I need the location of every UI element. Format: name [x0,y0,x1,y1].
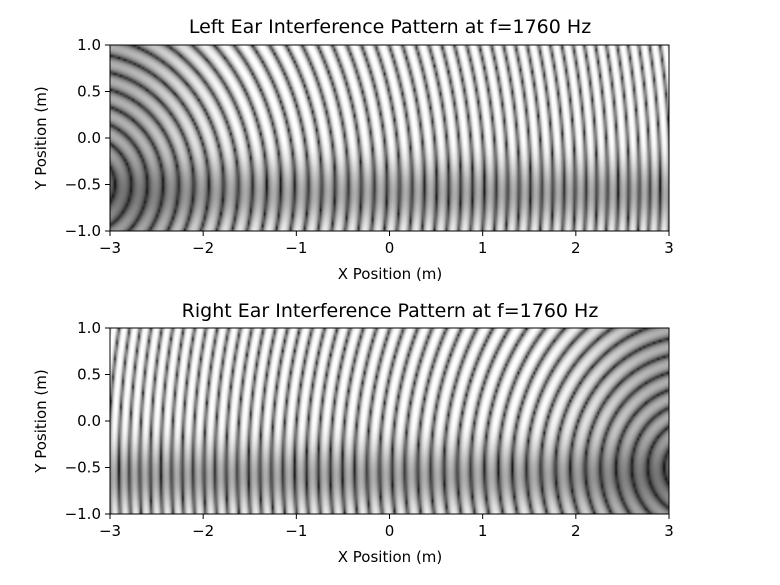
x-tick-label: −3 [99,239,121,257]
x-tick-label: −1 [285,239,307,257]
x-tick-label: 1 [478,522,488,540]
y-axis-label-left: Y Position (m) [32,86,50,190]
y-tick-label: 1.0 [77,319,101,337]
y-tick-label: −1.0 [65,222,101,240]
x-tick-label: −3 [99,522,121,540]
x-tick-label: 2 [571,239,581,257]
y-tick-label: −1.0 [65,505,101,523]
x-tick-label: 0 [385,522,395,540]
y-tick-label: 0.5 [77,83,101,101]
chart-title-right: Right Ear Interference Pattern at f=1760… [182,300,599,322]
x-tick-label: −2 [192,522,214,540]
x-axis-label-right: X Position (m) [338,548,443,566]
y-tick-label: 0.0 [77,129,101,147]
heatmap-image-right [110,328,669,514]
x-tick-label: 1 [478,239,488,257]
x-tick-label: −1 [285,522,307,540]
y-tick-label: 0.5 [77,366,101,384]
x-tick-label: −2 [192,239,214,257]
chart-title-left: Left Ear Interference Pattern at f=1760 … [189,16,591,38]
x-tick-label: 3 [664,522,674,540]
x-tick-label: 0 [385,239,395,257]
right-ear-panel: Right Ear Interference Pattern at f=1760… [32,300,674,566]
ticks-left: −3 −2 −1 0 1 2 3 1.0 0.5 0.0 −0.5 −1.0 [65,36,674,257]
heatmap-image-left [110,45,669,231]
ticks-right: −3 −2 −1 0 1 2 3 1.0 0.5 0.0 −0.5 −1.0 [65,319,674,540]
y-tick-label: 1.0 [77,36,101,54]
left-ear-panel: Left Ear Interference Pattern at f=1760 … [32,16,674,283]
x-tick-label: 2 [571,522,581,540]
x-axis-label-left: X Position (m) [338,265,443,283]
y-tick-label: −0.5 [65,459,101,477]
y-tick-label: 0.0 [77,412,101,430]
y-axis-label-right: Y Position (m) [32,369,50,473]
y-tick-label: −0.5 [65,176,101,194]
x-tick-label: 3 [664,239,674,257]
